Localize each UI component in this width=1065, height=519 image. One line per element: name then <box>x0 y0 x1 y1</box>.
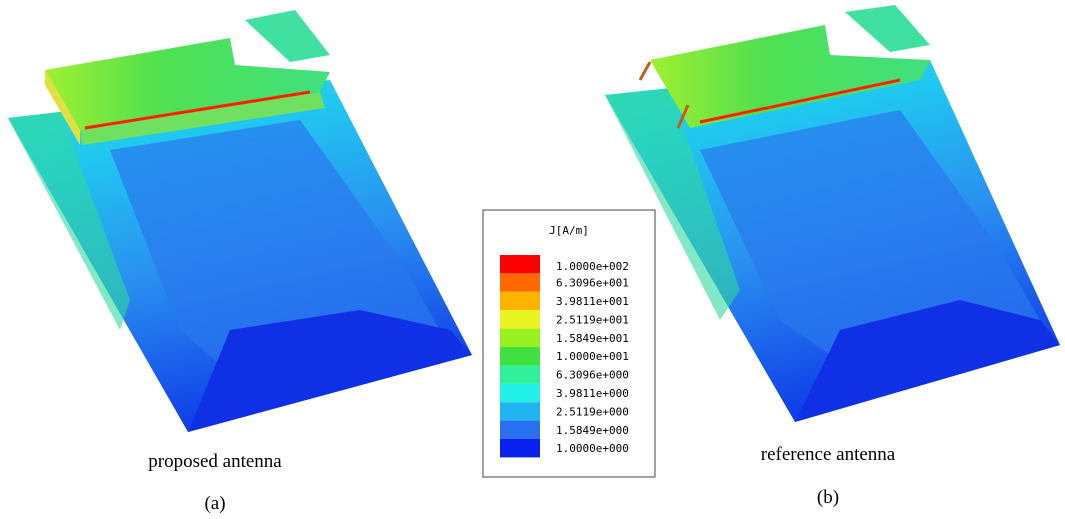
legend-label: 1.5849e+001 <box>556 332 629 345</box>
legend-label: 6.3096e+001 <box>556 277 629 290</box>
legend-swatch <box>500 402 540 420</box>
legend-swatch <box>500 255 540 273</box>
legend: J[A/m] 1.0000e+002 6.3096e+001 3.9811e+001… <box>483 210 655 477</box>
legend-label: 1.0000e+001 <box>556 350 629 363</box>
legend-label: 1.0000e+000 <box>556 442 629 455</box>
legend-swatch <box>500 292 540 310</box>
legend-swatch <box>500 310 540 328</box>
legend-swatch <box>500 329 540 347</box>
panel-label: (a) <box>204 493 225 514</box>
legend-swatch <box>500 439 540 457</box>
caption: reference antenna <box>761 444 896 465</box>
legend-label: 2.5119e+001 <box>556 313 629 326</box>
pin <box>640 62 650 80</box>
patch <box>845 5 930 52</box>
legend-label: 3.9811e+000 <box>556 387 629 400</box>
legend-swatch <box>500 365 540 383</box>
panel-b: reference antenna (b) <box>605 5 1060 508</box>
legend-label: 3.9811e+001 <box>556 295 629 308</box>
figure: proposed antenna (a) reference antenna (… <box>0 0 1065 519</box>
panel-a: proposed antenna (a) <box>8 10 472 514</box>
legend-label: 1.5849e+000 <box>556 424 629 437</box>
caption: proposed antenna <box>148 451 282 472</box>
legend-swatch <box>500 421 540 439</box>
legend-label: 1.0000e+002 <box>556 260 629 273</box>
page: proposed antenna (a) reference antenna (… <box>0 0 1065 519</box>
legend-swatch <box>500 347 540 365</box>
panel-label: (b) <box>817 487 839 508</box>
legend-swatch <box>500 384 540 402</box>
legend-title: J[A/m] <box>549 224 589 237</box>
legend-label: 2.5119e+000 <box>556 405 629 418</box>
legend-label: 6.3096e+000 <box>556 369 629 382</box>
legend-swatch <box>500 273 540 291</box>
patch <box>245 10 330 62</box>
